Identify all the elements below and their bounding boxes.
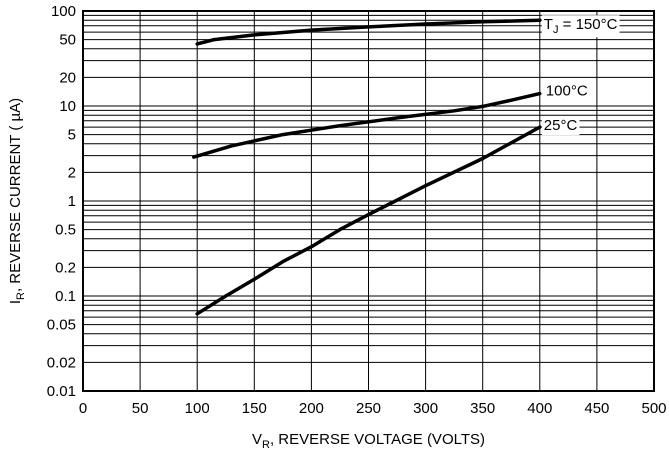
y-tick-label: 0.02 <box>47 354 76 371</box>
plot-frame <box>82 10 655 392</box>
x-tick-label: 0 <box>79 400 87 417</box>
y-tick-label: 0.1 <box>55 288 76 305</box>
y-tick-label: 5 <box>68 127 76 144</box>
x-tick-label: 400 <box>527 400 552 417</box>
y-tick-label: 100 <box>51 3 76 20</box>
x-tick-label: 350 <box>470 400 495 417</box>
y-tick-label: 0.05 <box>47 317 76 334</box>
series-label: 25°C <box>544 117 578 134</box>
x-tick-label: 150 <box>242 400 267 417</box>
x-tick-label: 100 <box>185 400 210 417</box>
y-tick-label: 0.2 <box>55 259 76 276</box>
x-tick-labels: 0 50 100 150 200 250 300 350 400 450 500 <box>79 400 667 417</box>
y-tick-label: 0.5 <box>55 222 76 239</box>
x-tick-label: 300 <box>413 400 438 417</box>
series-line <box>195 18 542 46</box>
x-axis-title: VR, REVERSE VOLTAGE (VOLTS) <box>252 431 485 451</box>
series-label-background <box>541 15 620 38</box>
y-tick-label: 0.01 <box>47 383 76 400</box>
y-tick-labels: 0.01 0.02 0.05 0.1 0.2 0.5 1 2 5 10 20 50 100 <box>47 3 76 400</box>
y-tick-label: 1 <box>68 193 76 210</box>
y-axis-title: IR, REVERSE CURRENT ( µA) <box>7 98 27 304</box>
series-label: TJ = 150°C <box>544 16 618 36</box>
series-lines <box>192 18 542 316</box>
series-label: 100°C <box>546 83 588 100</box>
y-tick-label: 10 <box>59 98 76 115</box>
x-tick-label: 200 <box>299 400 324 417</box>
y-tick-label: 20 <box>59 69 76 86</box>
series-label-background <box>541 116 580 136</box>
grid <box>82 10 655 392</box>
series-line <box>195 125 542 316</box>
series-labels: TJ = 150°C 100°C 25°C <box>541 15 620 136</box>
series-line <box>192 91 542 159</box>
x-tick-label: 250 <box>356 400 381 417</box>
series-label-background <box>543 81 590 101</box>
y-tick-label: 50 <box>59 32 76 49</box>
x-tick-label: 450 <box>584 400 609 417</box>
x-tick-label: 500 <box>641 400 666 417</box>
y-tick-label: 2 <box>68 164 76 181</box>
x-tick-label: 50 <box>132 400 149 417</box>
